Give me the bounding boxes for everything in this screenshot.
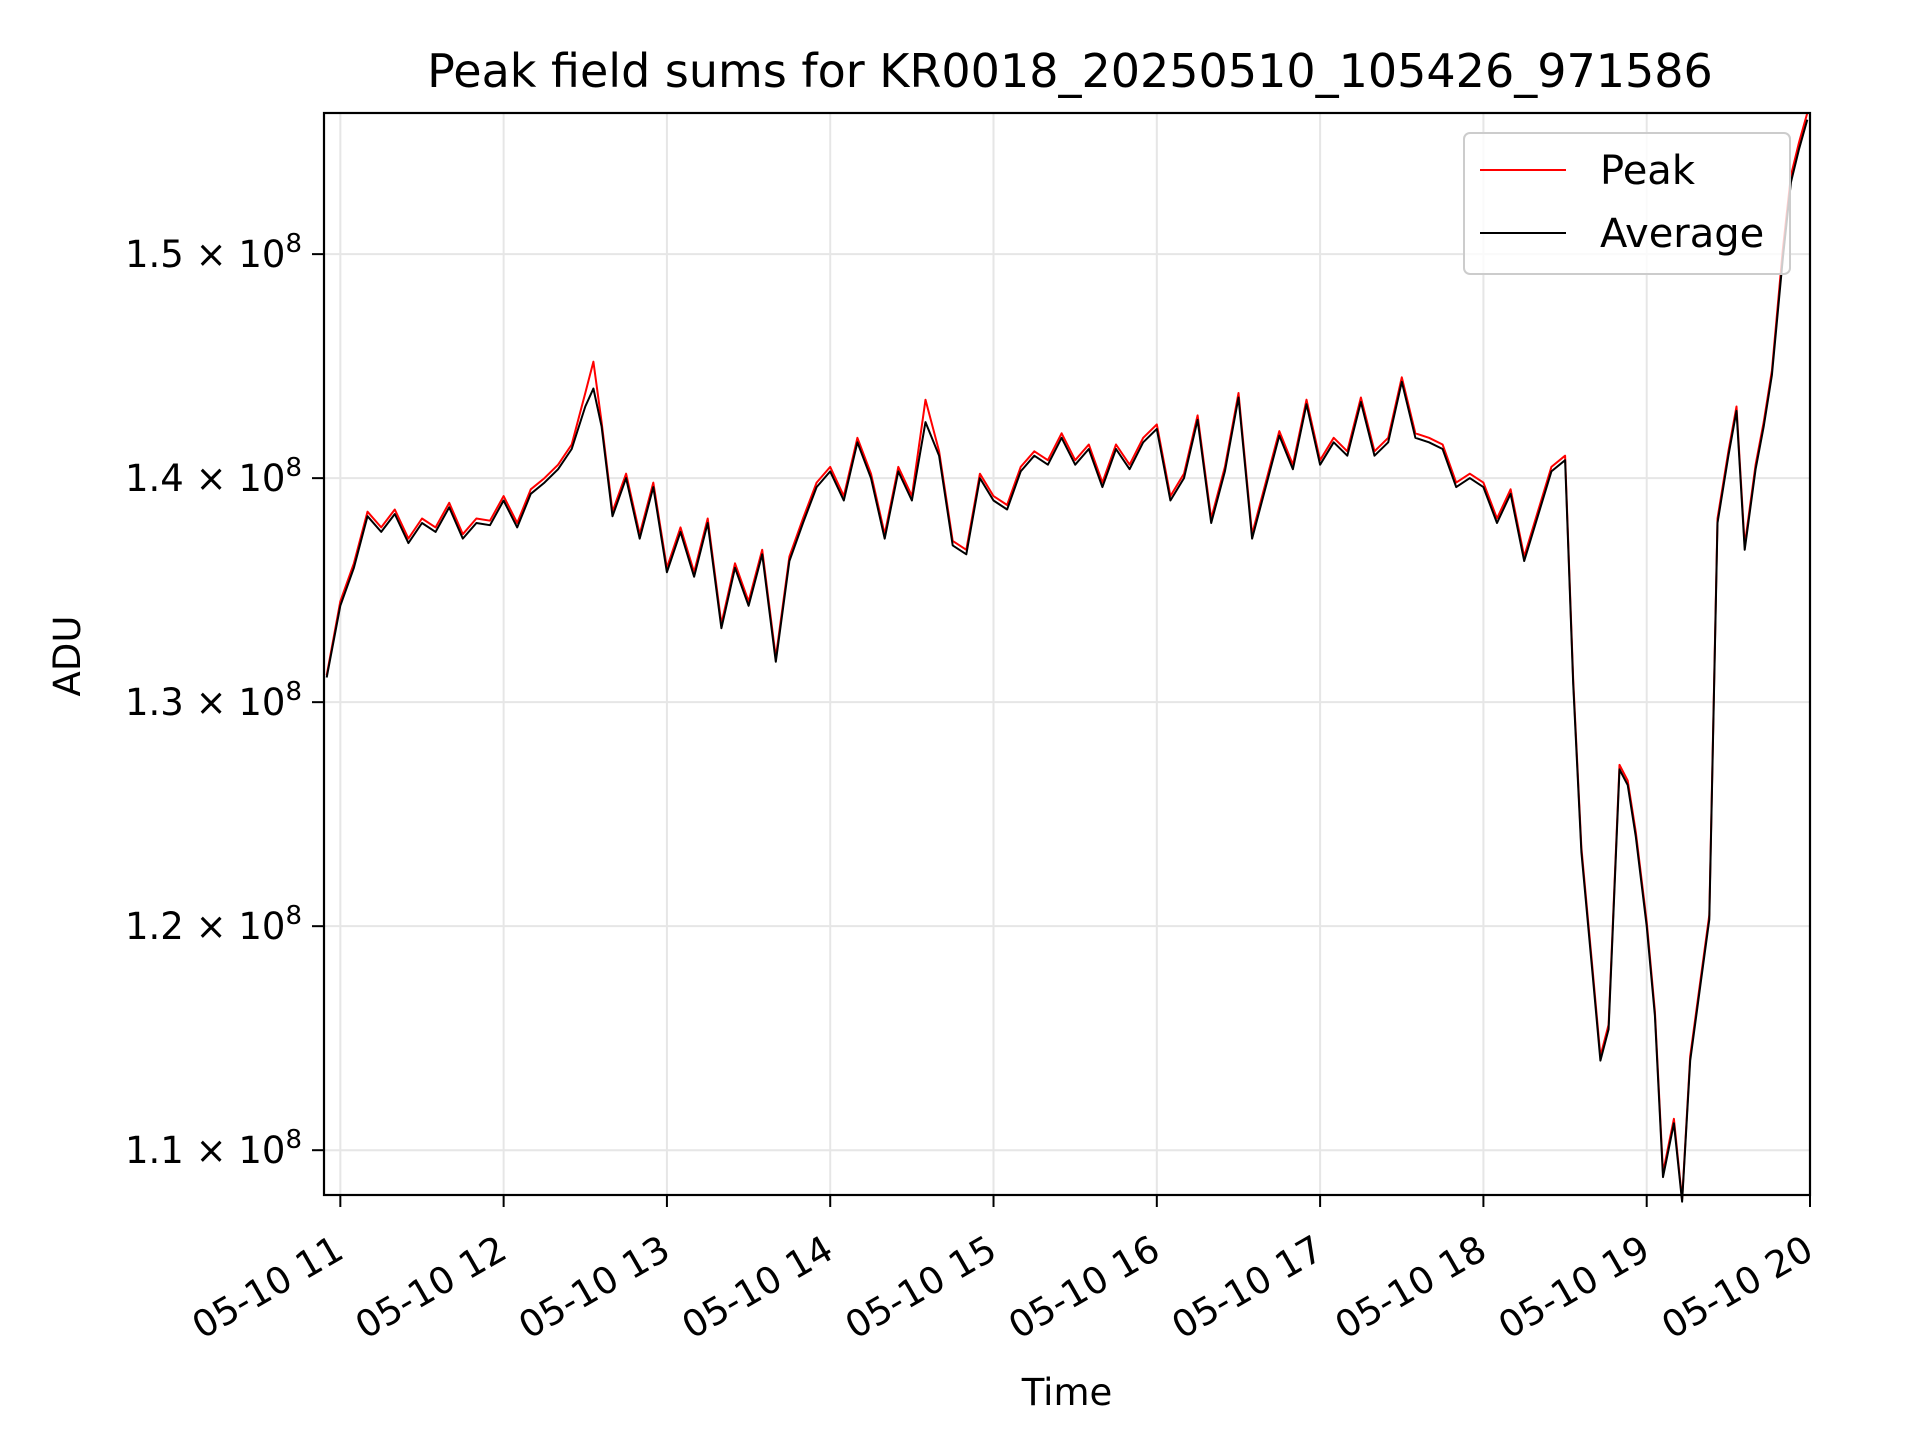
x-axis-label: Time: [1021, 1371, 1113, 1414]
x-tick-label: 05-10 18: [1328, 1227, 1494, 1347]
x-tick-label: 05-10 17: [1165, 1227, 1331, 1347]
x-tick-label: 05-10 16: [1001, 1227, 1167, 1347]
y-tick-label: 1.3 × 108: [125, 677, 302, 724]
plot-frame: [322, 111, 1812, 1197]
y-axis-label: ADU: [46, 616, 89, 697]
x-tick-label: 05-10 12: [348, 1227, 514, 1347]
y-axis: 1.1 × 108 1.2 × 108 1.3 × 108 1.4 × 108 1.5 …: [125, 229, 324, 1172]
y-tick-label: 1.1 × 108: [125, 1125, 302, 1172]
chart-title: Peak field sums for KR0018_20250510_1054…: [427, 44, 1713, 98]
legend-label-average: Average: [1600, 211, 1764, 257]
series-line-average: [325, 119, 1809, 1203]
y-tick-label: 1.5 × 108: [125, 229, 302, 276]
series-line-peak: [325, 112, 1809, 1201]
series-lines: [325, 112, 1809, 1203]
x-tick-label: 05-10 11: [185, 1227, 351, 1347]
legend: Peak Average: [1463, 132, 1791, 275]
grid: [324, 113, 1811, 1195]
x-tick-label: 05-10 20: [1655, 1227, 1821, 1347]
y-tick-label: 1.2 × 108: [125, 901, 302, 948]
x-tick-label: 05-10 19: [1491, 1227, 1657, 1347]
x-tick-label: 05-10 14: [675, 1227, 841, 1347]
legend-box: [1463, 132, 1791, 275]
x-tick-label: 05-10 13: [511, 1227, 677, 1347]
y-tick-label: 1.4 × 108: [125, 453, 302, 500]
legend-label-peak: Peak: [1600, 148, 1696, 194]
x-tick-label: 05-10 15: [838, 1227, 1004, 1347]
